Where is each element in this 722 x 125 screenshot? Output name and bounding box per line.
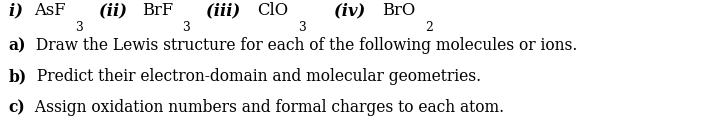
Text: (iv): (iv) bbox=[334, 2, 372, 19]
Text: a): a) bbox=[9, 37, 26, 54]
Text: 3: 3 bbox=[297, 21, 305, 34]
Text: Draw the Lewis structure for each of the following molecules or ions.: Draw the Lewis structure for each of the… bbox=[31, 37, 578, 54]
Text: ClO: ClO bbox=[258, 2, 289, 19]
Text: 2: 2 bbox=[425, 21, 433, 34]
Text: 3: 3 bbox=[75, 21, 83, 34]
Text: BrO: BrO bbox=[382, 2, 415, 19]
Text: AsF: AsF bbox=[34, 2, 66, 19]
Text: BrF: BrF bbox=[142, 2, 173, 19]
Text: c): c) bbox=[9, 100, 25, 116]
Text: (ii): (ii) bbox=[98, 2, 132, 19]
Text: (iii): (iii) bbox=[206, 2, 246, 19]
Text: Predict their electron-domain and molecular geometries.: Predict their electron-domain and molecu… bbox=[32, 68, 482, 85]
Text: 3: 3 bbox=[183, 21, 190, 34]
Text: b): b) bbox=[9, 68, 27, 85]
Text: Assign oxidation numbers and formal charges to each atom.: Assign oxidation numbers and formal char… bbox=[30, 100, 505, 116]
Text: i): i) bbox=[9, 2, 28, 19]
